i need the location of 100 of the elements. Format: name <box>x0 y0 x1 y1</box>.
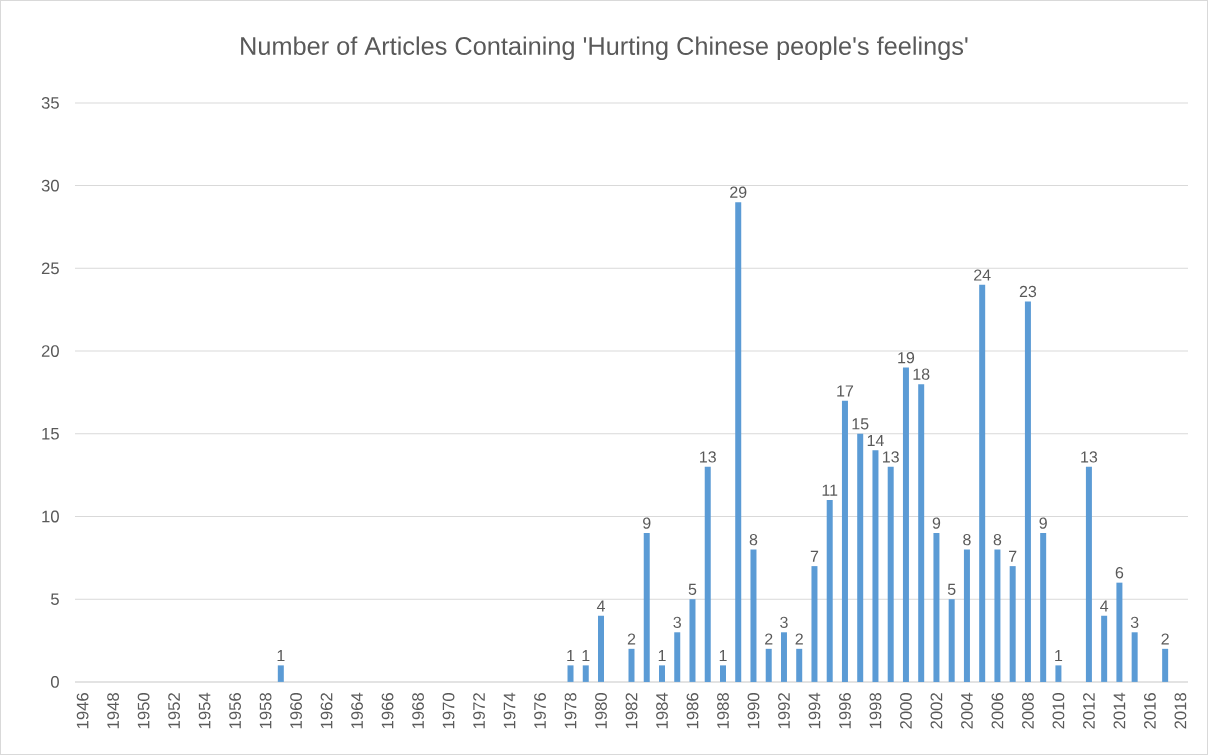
bar <box>658 665 665 682</box>
data-label: 15 <box>852 418 869 430</box>
data-label: 5 <box>947 583 956 595</box>
data-label: 7 <box>1009 550 1017 562</box>
bar <box>567 665 574 682</box>
data-label: 17 <box>837 385 854 397</box>
data-label: 23 <box>1019 285 1037 298</box>
x-tick-label: 2002 <box>930 693 943 729</box>
bar <box>948 599 955 682</box>
bar <box>918 384 925 682</box>
bar <box>674 632 681 682</box>
bar <box>750 549 757 682</box>
x-tick-label: 2010 <box>1052 693 1065 729</box>
x-tick-label: 1966 <box>381 693 394 729</box>
data-label: 1 <box>719 650 727 662</box>
x-tick-label: 1976 <box>534 693 546 729</box>
data-label: 18 <box>913 368 930 380</box>
bar <box>1024 301 1031 682</box>
bar <box>872 450 879 682</box>
x-tick-label: 1980 <box>595 693 607 729</box>
data-label: 4 <box>596 600 605 612</box>
data-label: 29 <box>730 186 747 198</box>
bar <box>1162 648 1169 682</box>
x-tick-label: 1998 <box>869 693 882 729</box>
bar <box>704 466 711 682</box>
x-tick-label: 1956 <box>229 693 241 729</box>
data-label: 8 <box>993 534 1002 546</box>
y-tick-label: 0 <box>50 676 59 688</box>
bar <box>1131 632 1138 682</box>
data-label: 8 <box>749 534 758 546</box>
x-tick-label: 1970 <box>442 693 455 729</box>
x-tick-label: 2012 <box>1083 693 1095 729</box>
x-tick-label: 1954 <box>198 692 211 729</box>
bar <box>1040 533 1047 682</box>
x-tick-label: 1948 <box>107 693 119 729</box>
x-tick-label: 1964 <box>351 692 363 729</box>
data-label: 24 <box>974 269 991 281</box>
bar <box>780 632 787 682</box>
x-tick-label: 1972 <box>473 693 485 729</box>
y-tick-label: 15 <box>42 428 59 440</box>
bar <box>963 549 970 682</box>
x-tick-label: 1982 <box>625 693 638 729</box>
x-tick-label: 1994 <box>808 692 821 729</box>
bar <box>841 400 848 682</box>
data-label: 4 <box>1100 600 1109 612</box>
bar <box>277 665 284 682</box>
x-tick-label: 1962 <box>320 693 333 729</box>
data-label: 9 <box>932 517 941 529</box>
data-label: 2 <box>1161 633 1169 645</box>
x-tick-label: 1960 <box>290 693 302 729</box>
data-label: 3 <box>1130 616 1139 629</box>
data-label: 1 <box>658 650 666 662</box>
bar <box>628 648 635 682</box>
y-tick-label: 25 <box>41 262 59 275</box>
x-tick-label: 1950 <box>137 693 150 729</box>
x-tick-label: 1996 <box>839 693 851 729</box>
x-tick-label: 2018 <box>1174 693 1187 729</box>
data-label: 7 <box>810 550 819 562</box>
bar <box>643 533 650 682</box>
bar <box>979 284 986 682</box>
x-tick-label: 1958 <box>259 693 272 729</box>
x-tick-label: 2006 <box>991 693 1004 729</box>
data-label: 13 <box>883 451 899 463</box>
y-tick-label: 35 <box>41 97 59 109</box>
bar <box>826 499 833 682</box>
x-tick-label: 1952 <box>168 693 180 729</box>
y-tick-label: 10 <box>42 510 59 523</box>
bar <box>1116 582 1123 682</box>
data-label: 11 <box>822 484 838 496</box>
x-tick-label: 1946 <box>76 693 89 729</box>
x-tick-label: 1990 <box>747 693 760 729</box>
bar <box>857 433 864 682</box>
bar <box>1085 466 1092 682</box>
bar <box>1055 665 1062 682</box>
data-label: 3 <box>780 616 788 629</box>
x-tick-label: 2000 <box>900 693 912 729</box>
x-tick-label: 2014 <box>1113 692 1126 729</box>
data-label: 13 <box>700 451 716 463</box>
bar <box>689 599 696 682</box>
data-label: 3 <box>673 616 681 629</box>
bar <box>902 367 909 682</box>
bar <box>933 533 940 682</box>
y-tick-label: 5 <box>51 593 59 606</box>
data-label: 5 <box>688 583 697 595</box>
data-label: 1 <box>277 650 285 662</box>
x-tick-label: 1974 <box>503 692 516 729</box>
x-tick-label: 1986 <box>686 693 699 729</box>
bar <box>887 466 894 682</box>
x-tick-label: 1968 <box>412 693 424 729</box>
data-label: 2 <box>627 633 636 645</box>
data-label: 2 <box>795 633 803 645</box>
bar <box>1101 615 1108 682</box>
bar <box>994 549 1001 682</box>
bar <box>582 665 589 682</box>
x-tick-label: 2004 <box>961 692 973 729</box>
data-label: 1 <box>1055 650 1063 662</box>
data-label: 2 <box>765 633 773 645</box>
x-tick-label: 1984 <box>656 692 668 729</box>
x-tick-label: 2016 <box>1144 693 1156 729</box>
x-tick-label: 1988 <box>717 693 729 729</box>
